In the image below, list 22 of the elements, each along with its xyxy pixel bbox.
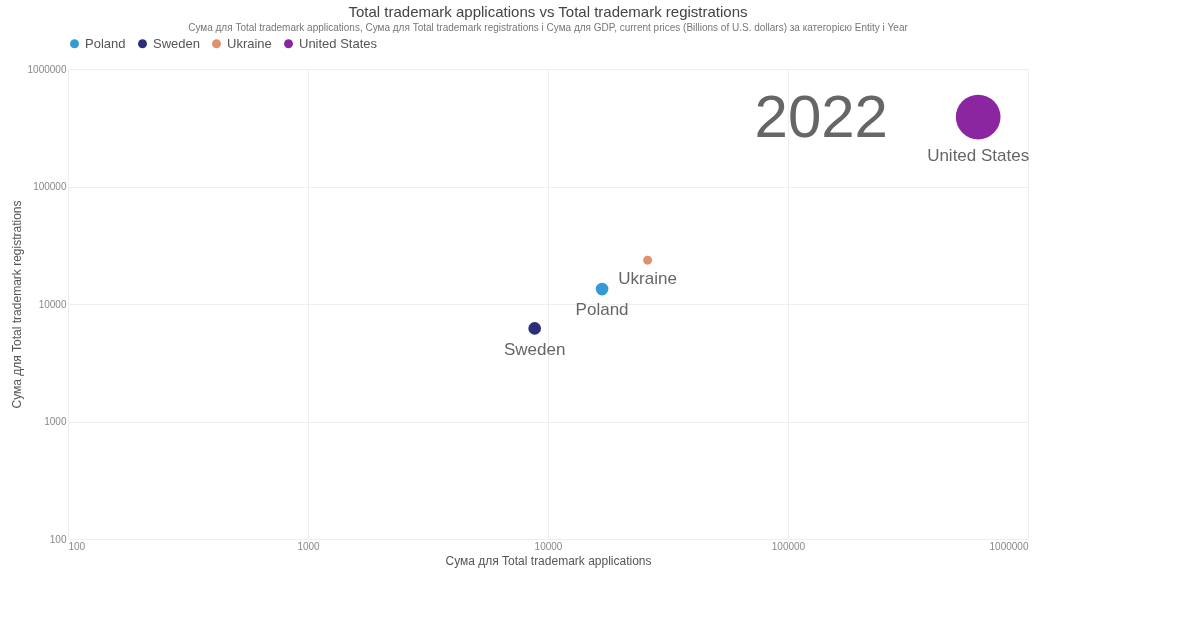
y-tick-label: 1000000 [27,63,67,75]
legend-label: Ukraine [227,35,272,51]
text: Sweden [503,339,566,359]
chart-subtitle: Сума для Total trademark applications, Сума для Total trademark registrations і Сума для GDP, current prices (Billions of U.S. dollars) за категорією Entity і Year [188,22,909,33]
y-tick-label: 1000 [44,416,67,427]
y-axis-title: Сума для Total trademark registrations [9,200,24,409]
legend-label: Poland [85,35,126,51]
text: Poland [575,300,629,320]
x-tick-label: 100000 [771,540,806,552]
x-tick-label: 1000000 [989,540,1029,552]
annotation: 2022 [754,83,888,150]
text: Ukraine [618,269,677,289]
y-tick-label: 100000 [33,181,67,192]
chart-title: Total trademark applications vs Total trademark registrations [348,3,748,20]
x-tick-label: 10000 [534,540,563,552]
text: United States [927,146,1030,166]
y-tick-label: 10000 [38,298,67,310]
x-tick-label: 1000 [297,540,321,552]
legend-label: United States [299,35,378,51]
x-axis-title: Сума для Total trademark applications [445,553,652,568]
legend-label: Sweden [153,35,200,51]
x-tick-label: 100 [68,540,86,552]
